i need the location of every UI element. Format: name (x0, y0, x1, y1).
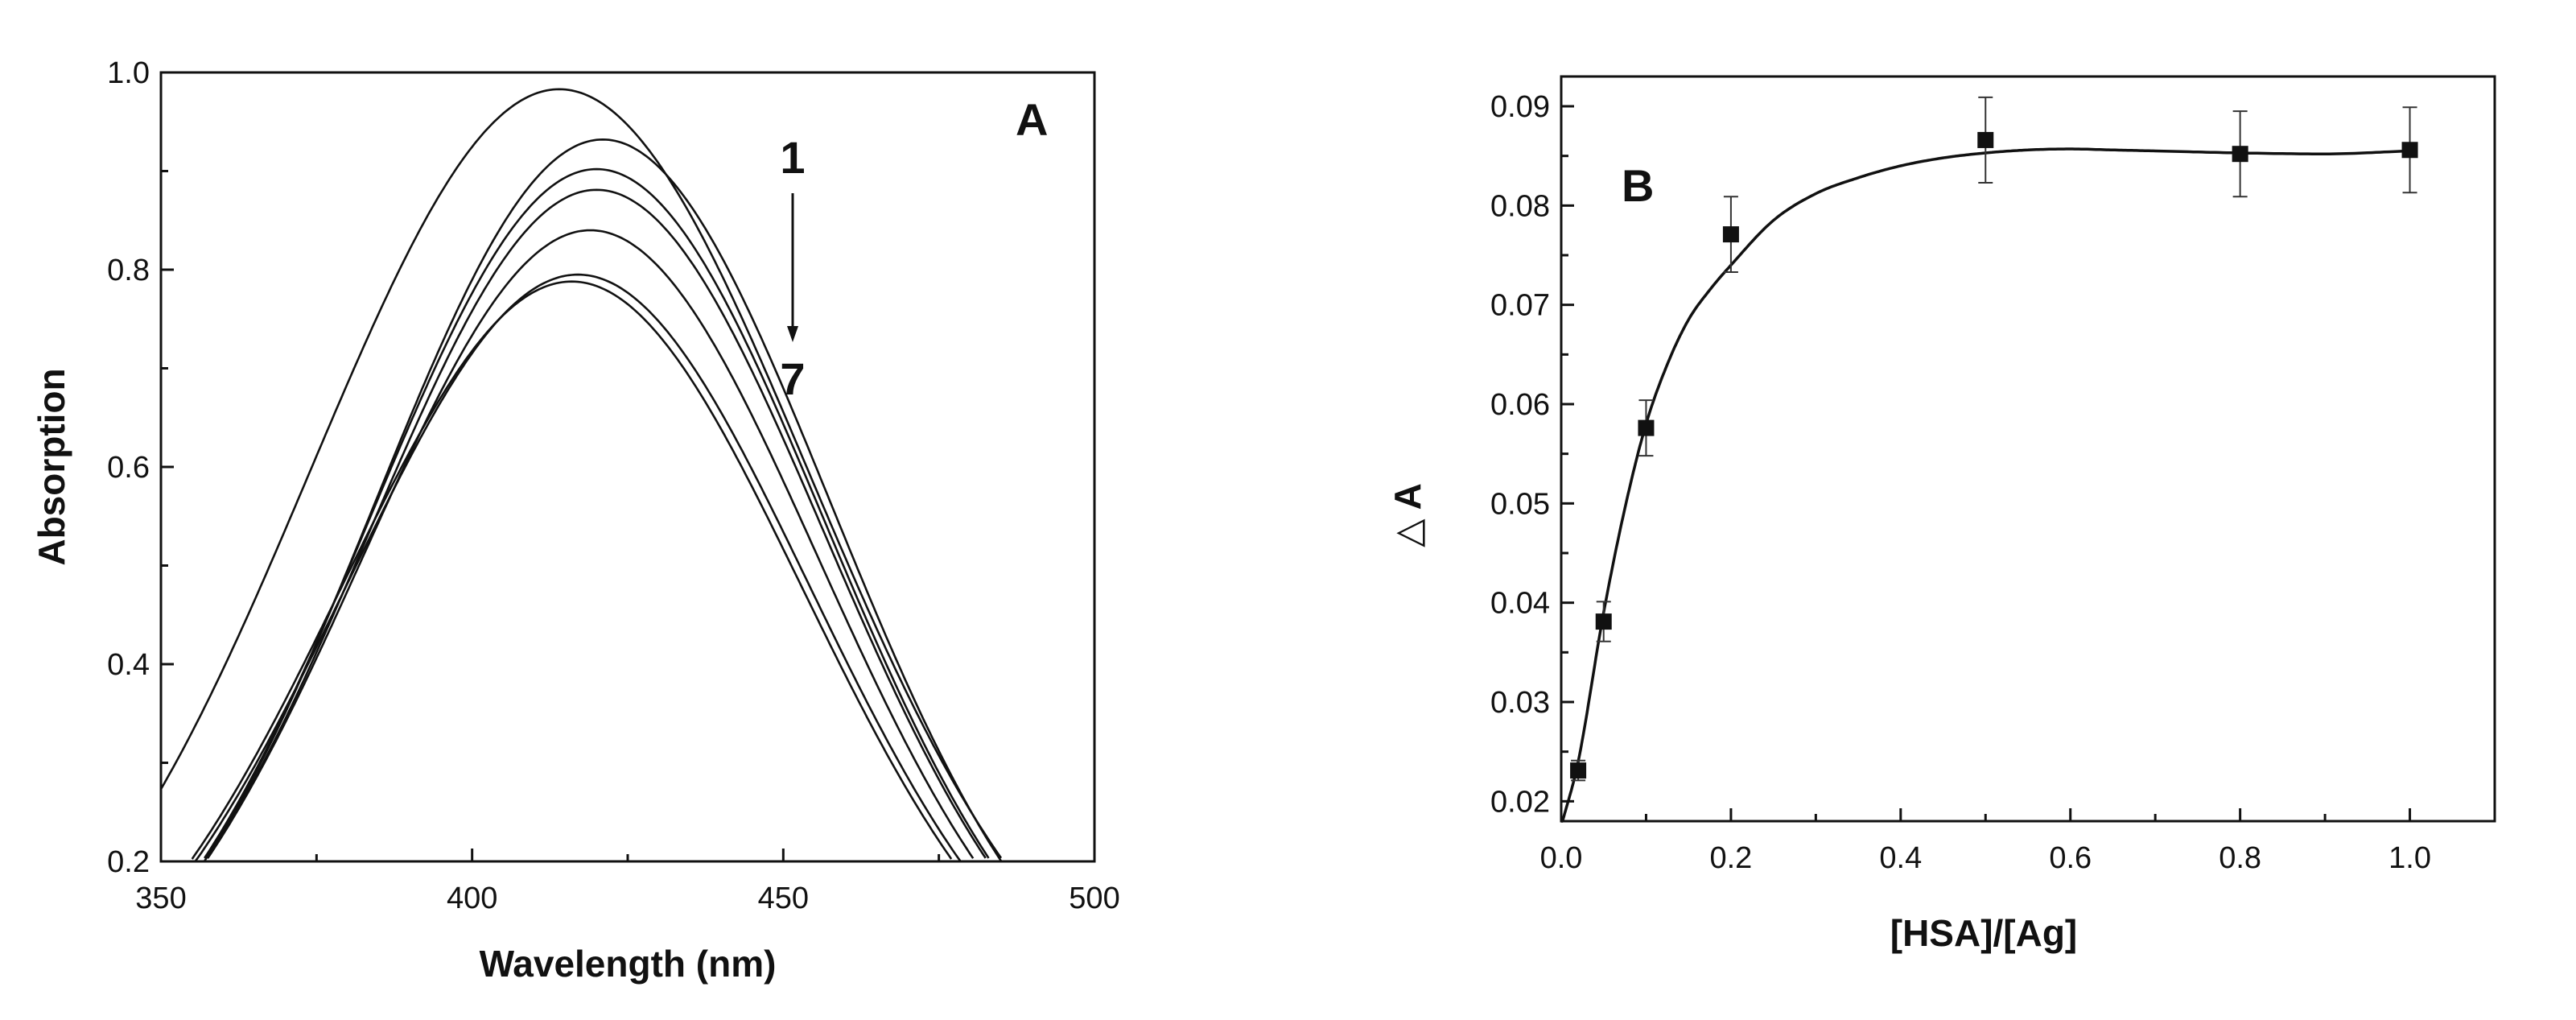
panel-b-data-point (1595, 613, 1612, 630)
panel-b-y-tick-label: 0.03 (1490, 686, 1550, 720)
panel-a-x-tick-label: 500 (1069, 882, 1119, 915)
panel-b-x-tick-label: 0.6 (2049, 841, 2092, 875)
panel-a-series-3 (204, 167, 990, 859)
panel-a-curves (159, 88, 1003, 862)
panel-b-y-tick-label: 0.09 (1490, 90, 1550, 124)
panel-b-data-point (1570, 762, 1587, 779)
panel-a-x-tick-label: 350 (135, 882, 186, 915)
panel-a-series-5 (206, 229, 975, 859)
panel-a-ticks: 350 400 450 500 0.2 0.4 0.6 0.8 1.0 (107, 56, 1120, 915)
panel-a-annotation-end: 7 (780, 353, 805, 404)
panel-a-y-tick-label: 0.2 (107, 845, 150, 879)
panel-a-x-tick-label: 450 (758, 882, 809, 915)
panel-a-plot-frame (159, 71, 1096, 863)
panel-b-x-tick-label: 0.8 (2219, 841, 2261, 875)
panel-b-points (1570, 96, 2418, 782)
panel-a-series-6 (194, 273, 962, 862)
panel-a-series-2 (204, 138, 1003, 862)
panel-b-y-tick-label: 0.07 (1490, 289, 1550, 323)
panel-b-x-tick-label: 0.2 (1709, 841, 1752, 875)
panel-b-y-tick-label: 0.06 (1490, 388, 1550, 422)
panel-a-annotation-start: 1 (780, 132, 805, 183)
panel-b-x-axis-title: [HSA]/[Ag] (1890, 912, 2078, 954)
panel-b-data-point (2232, 146, 2248, 163)
panel-b-y-tick-label: 0.05 (1490, 487, 1550, 521)
panel-a-y-tick-label: 0.6 (107, 451, 150, 485)
panel-a-x-tick-label: 400 (447, 882, 497, 915)
panel-a-label: A (1016, 94, 1048, 145)
panel-a-series-1 (159, 88, 1003, 859)
panel-a-x-axis-title: Wavelength (nm) (480, 943, 777, 985)
panel-b-plot-frame (1560, 75, 2496, 823)
panel-b-y-tick-label: 0.02 (1490, 785, 1550, 819)
panel-b: 0.0 0.2 0.4 0.6 0.8 1.0 0.02 0.03 0.04 0.05 0.06 0.… (1387, 75, 2496, 954)
panel-a-series-7 (191, 280, 953, 860)
panel-a-annotation-arrowhead (787, 326, 798, 342)
panel-a-y-tick-label: 1.0 (107, 56, 150, 90)
panel-b-ticks: 0.0 0.2 0.4 0.6 0.8 1.0 0.02 0.03 0.04 0.05 0.06 0.… (1490, 90, 2431, 875)
panel-a-y-axis-title: Absorption (31, 368, 72, 565)
panel-b-x-tick-label: 0.0 (1540, 841, 1583, 875)
panel-b-y-tick-label: 0.08 (1490, 189, 1550, 223)
panel-b-label: B (1622, 160, 1654, 211)
panel-a-y-tick-label: 0.8 (107, 254, 150, 287)
panel-a: 350 400 450 500 0.2 0.4 0.6 0.8 1.0 A 1 7 Wavele… (31, 56, 1120, 985)
panel-b-data-point (1977, 131, 1994, 148)
panel-b-x-tick-label: 0.4 (1879, 841, 1922, 875)
panel-a-y-tick-label: 0.4 (107, 648, 150, 682)
panel-b-y-axis-title: △ A (1387, 483, 1428, 547)
panel-b-y-tick-label: 0.04 (1490, 587, 1550, 621)
panel-b-x-tick-label: 1.0 (2388, 841, 2431, 875)
panel-b-data-point (2401, 142, 2418, 159)
panel-b-data-point (1722, 226, 1739, 243)
panel-b-data-point (1638, 419, 1655, 436)
panel-a-series-4 (206, 188, 987, 859)
panel-b-fit-curve (1560, 147, 2410, 823)
